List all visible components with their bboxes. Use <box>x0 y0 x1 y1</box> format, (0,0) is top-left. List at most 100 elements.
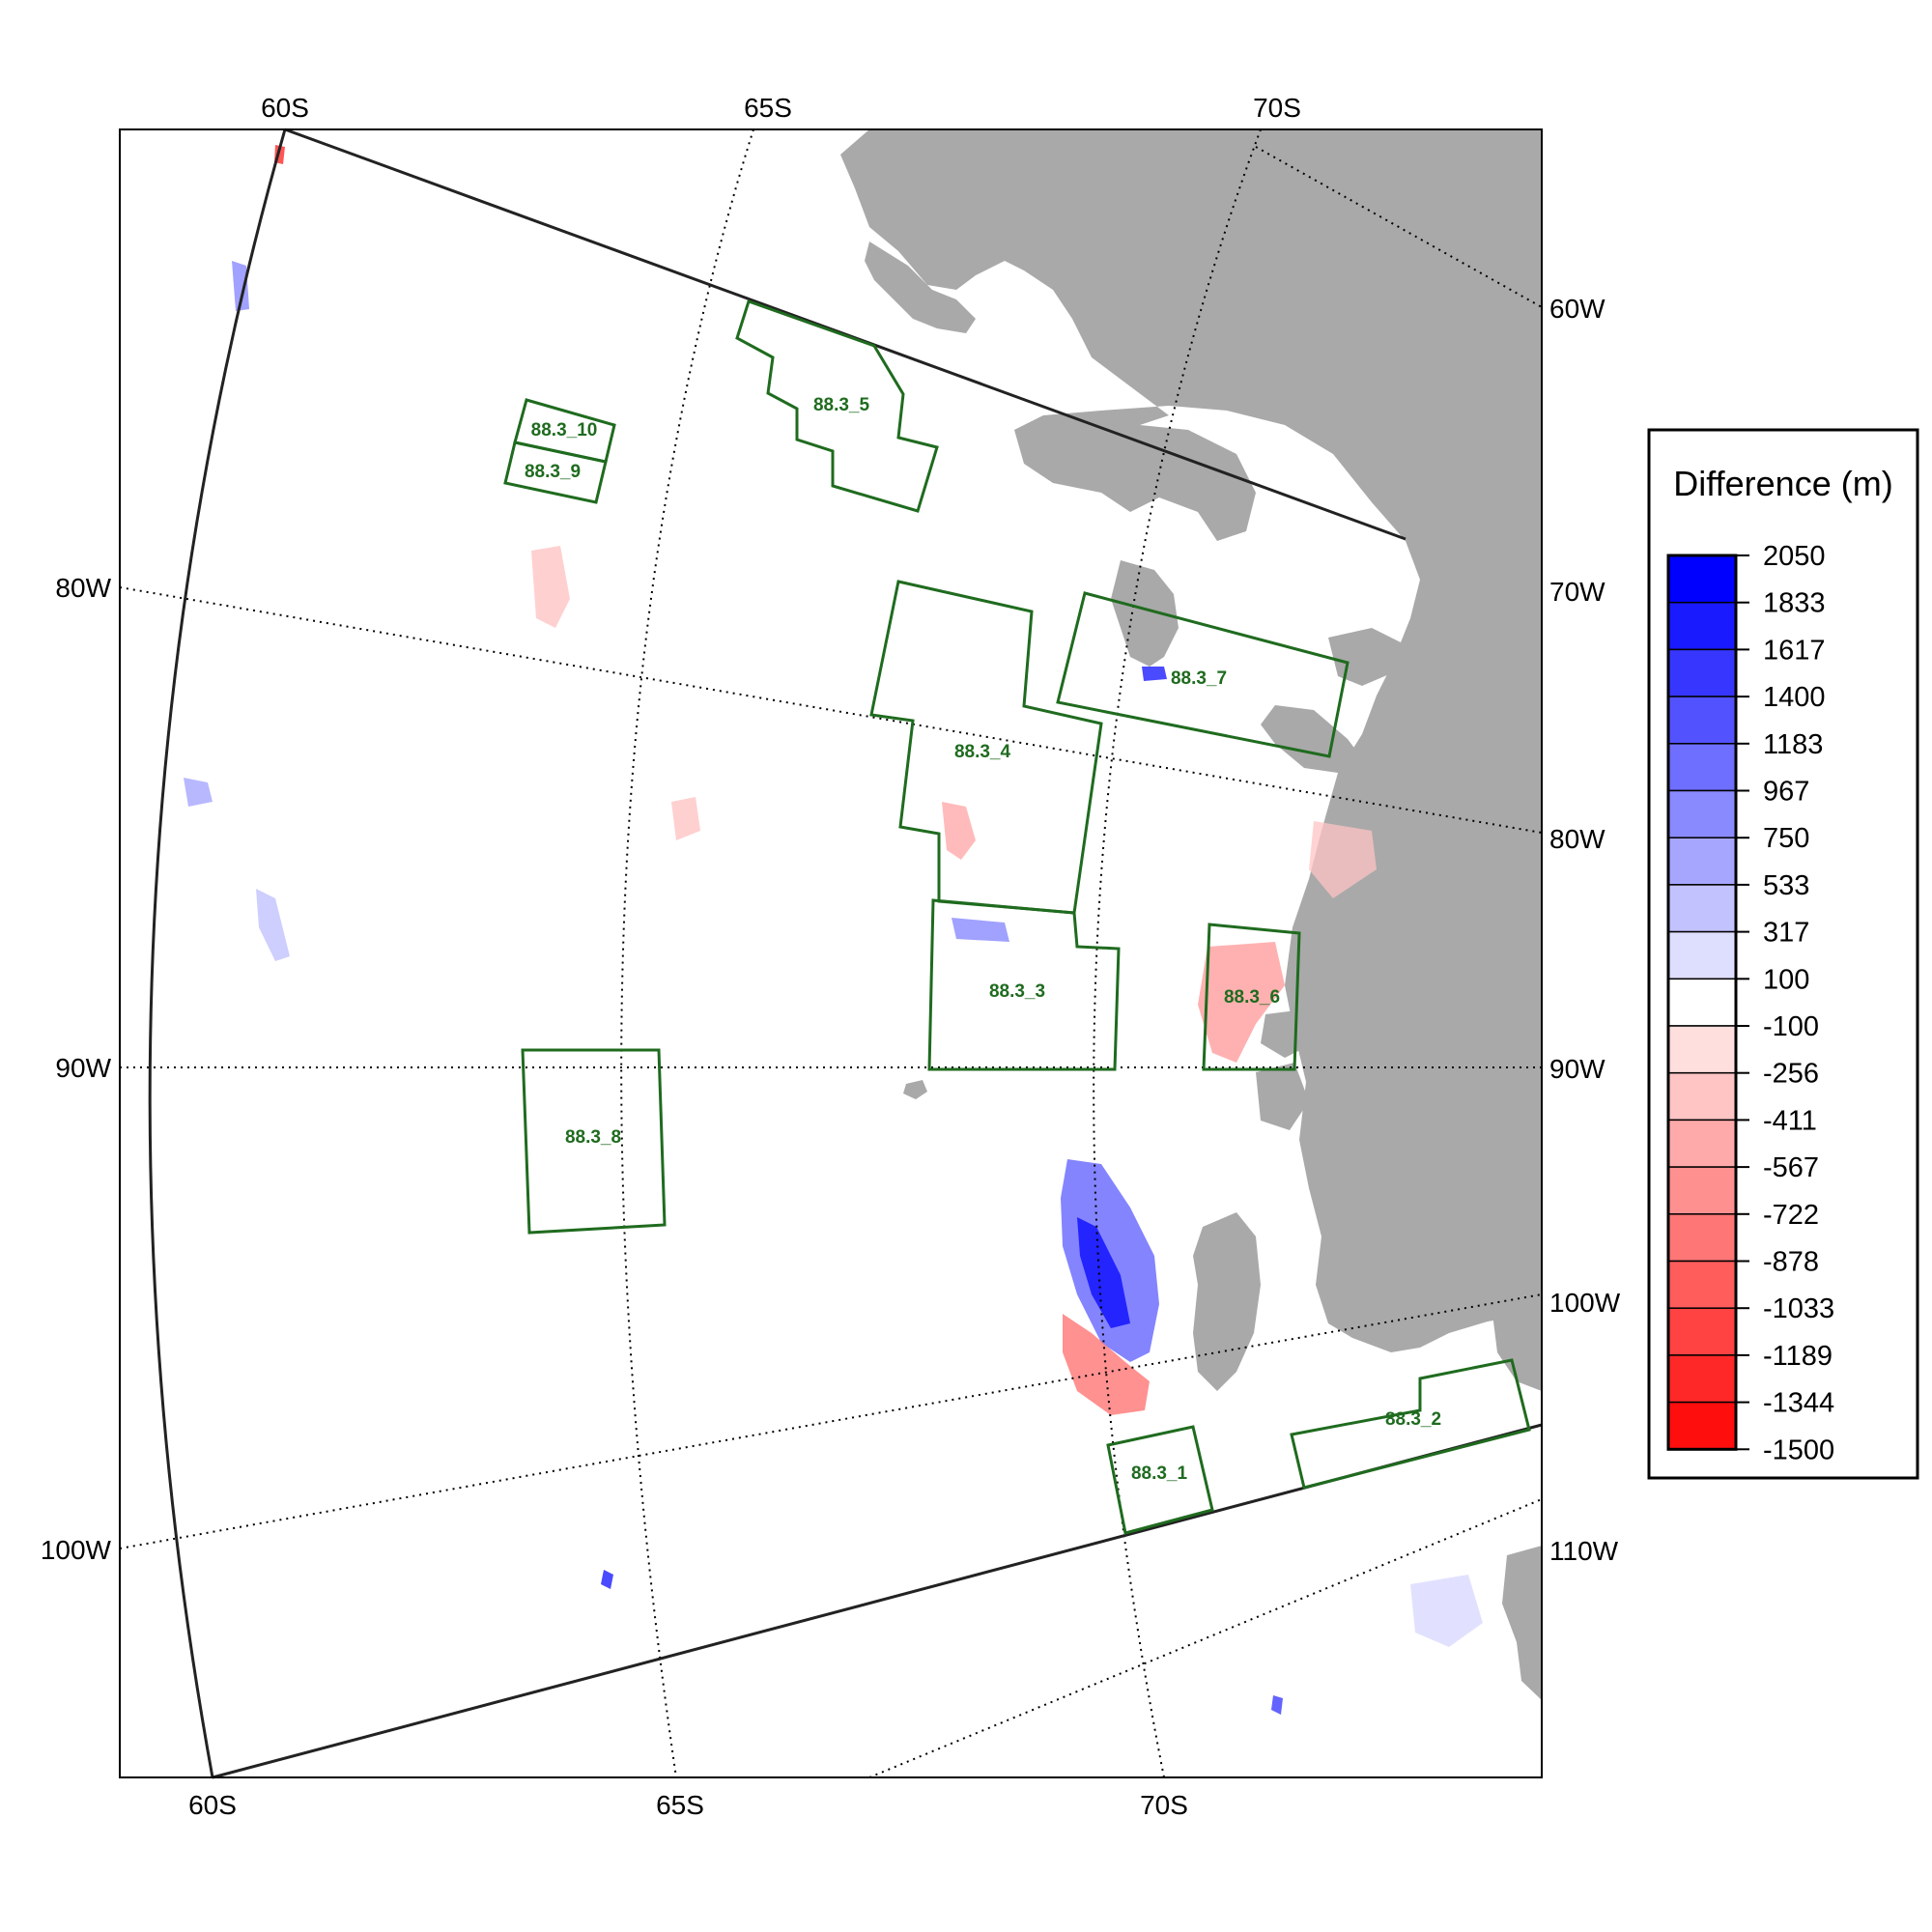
right-lon-labels: 60W 70W 80W 90W 100W 110W <box>1549 294 1621 1566</box>
legend-level-label: -1033 <box>1763 1293 1834 1324</box>
legend-level-label: 1833 <box>1763 588 1826 619</box>
legend-swatch <box>1667 1260 1737 1309</box>
legend-swatch <box>1667 837 1737 886</box>
legend-swatch <box>1667 930 1737 980</box>
legend-level-label: 750 <box>1763 823 1809 854</box>
legend-swatch <box>1667 1025 1737 1074</box>
legend-swatch <box>1667 1071 1737 1122</box>
bottom-label-70s: 70S <box>1140 1790 1188 1820</box>
anomaly-blue-core <box>1077 1217 1130 1328</box>
legend-swatch <box>1667 884 1737 933</box>
bottom-label-65s: 65S <box>656 1790 704 1820</box>
left-lon-labels: 80W 90W 100W <box>41 573 112 1565</box>
bottom-lat-labels: 60S 65S 70S <box>188 1790 1188 1820</box>
anomaly-red-coast <box>1309 821 1377 898</box>
legend-swatch <box>1667 978 1737 1027</box>
island-right-lower <box>1502 1546 1542 1700</box>
ssmu-label-88-3-10: 88.3_10 <box>531 420 598 440</box>
legend-level-label: -878 <box>1763 1247 1819 1278</box>
antarctic-peninsula-land <box>840 129 1542 1352</box>
anomaly-blue-topleft <box>232 261 249 311</box>
bottom-label-60s: 60S <box>188 1790 237 1820</box>
ssmu-88-3-7-outline <box>1056 591 1350 758</box>
ssmu-label-88-3-6: 88.3_6 <box>1224 987 1280 1008</box>
graticule-lon-80w <box>119 586 1543 834</box>
right-label-100w: 100W <box>1549 1288 1621 1318</box>
island-east-coast <box>1261 1009 1314 1058</box>
ssmu-label-88-3-2: 88.3_2 <box>1385 1409 1441 1430</box>
legend-swatch <box>1667 1119 1737 1168</box>
anomaly-blue-ssmu7 <box>1142 667 1167 681</box>
legend-swatch <box>1667 1307 1737 1356</box>
legend-labels: 2050 1833 1617 1400 1183 967 750 533 317 100 -100 -… <box>1736 541 1834 1465</box>
ssmu-88-3-2-outline <box>1290 1358 1531 1490</box>
map-content <box>184 129 1542 1715</box>
ssmu-88-3-8-outline <box>521 1048 667 1235</box>
legend-level-label: -1189 <box>1763 1341 1833 1372</box>
ssmu-label-88-3-1: 88.3_1 <box>1131 1463 1188 1484</box>
top-lat-labels: 60S 65S 70S <box>261 93 1301 123</box>
ssmu-88-3-10-outline <box>513 398 616 464</box>
ssmu-label-88-3-9: 88.3_9 <box>525 462 581 482</box>
island-7a <box>1261 705 1362 773</box>
graticule-lon-100w <box>119 1293 1543 1549</box>
legend-title: Difference (m) <box>1673 464 1892 503</box>
legend-level-label: 1617 <box>1763 635 1826 666</box>
island-6-east <box>1256 1063 1309 1130</box>
left-label-90w: 90W <box>55 1053 111 1083</box>
anomaly-red-6 <box>1198 942 1285 1063</box>
ssmu-labels: 88.3_1 88.3_2 88.3_3 88.3_4 88.3_5 88.3_… <box>525 395 1441 1484</box>
legend-level-label: 1183 <box>1763 729 1823 760</box>
graticule <box>119 128 1543 1778</box>
graticule-lat-70s <box>1093 128 1262 1778</box>
legend-level-label: -567 <box>1763 1152 1819 1183</box>
graticule-lat-65s <box>620 128 754 1778</box>
ssmu-88-3-1-outline <box>1106 1425 1214 1535</box>
anomaly-red-4 <box>942 802 976 860</box>
anomaly-blue-left2 <box>256 889 290 961</box>
legend-swatch <box>1667 554 1737 604</box>
anomaly-blue-left1 <box>184 778 213 807</box>
ssmu-88-3-6-outline <box>1202 923 1301 1071</box>
legend-level-label: 100 <box>1763 964 1809 995</box>
ssmu-label-88-3-8: 88.3_8 <box>565 1127 621 1148</box>
legend-level-label: -722 <box>1763 1200 1819 1231</box>
legend-level-label: 967 <box>1763 777 1809 808</box>
anomaly-red-large <box>1063 1314 1150 1415</box>
legend-swatch <box>1667 696 1737 745</box>
legend-bar-outline <box>1666 554 1738 1451</box>
ssmu-label-88-3-5: 88.3_5 <box>813 395 870 415</box>
graticule-lon-60w <box>1255 146 1543 308</box>
legend-level-label: -1500 <box>1763 1435 1834 1465</box>
legend-swatch <box>1667 1213 1737 1263</box>
anomaly-blue-small1 <box>601 1570 613 1589</box>
legend-swatch <box>1667 1401 1737 1451</box>
legend-swatch <box>1667 789 1737 838</box>
ssmu-88-3-4-outline <box>869 580 1103 915</box>
ssmu-88-3-5-outline <box>735 299 939 513</box>
plot-frame <box>119 128 1543 1778</box>
right-label-110w: 110W <box>1549 1536 1619 1566</box>
right-label-70w: 70W <box>1549 577 1605 607</box>
peninsula-tip-islands <box>865 242 976 333</box>
legend-color-bar <box>1666 554 1738 1451</box>
ssmu-label-88-3-3: 88.3_3 <box>989 981 1045 1002</box>
legend-level-label: 2050 <box>1763 541 1826 572</box>
thurston-island <box>1193 1212 1261 1391</box>
legend-swatch <box>1667 1166 1737 1215</box>
legend-swatch <box>1667 648 1737 697</box>
legend-level-label: -100 <box>1763 1011 1819 1042</box>
top-label-60s: 60S <box>261 93 309 123</box>
boundary-arc-60s <box>148 128 287 1778</box>
legend-swatch <box>1667 1354 1737 1404</box>
legend-swatch <box>1667 743 1737 792</box>
anomaly-blue-small2 <box>1271 1695 1283 1715</box>
ssmu-outlines <box>503 299 1531 1535</box>
legend-swatch <box>1667 601 1737 651</box>
right-label-90w: 90W <box>1549 1054 1605 1084</box>
top-label-70s: 70S <box>1253 93 1301 123</box>
anomaly-red-left <box>531 546 570 628</box>
anomaly-red-mid <box>671 797 700 840</box>
islet-small <box>903 1080 927 1099</box>
legend-level-label: -256 <box>1763 1059 1819 1090</box>
